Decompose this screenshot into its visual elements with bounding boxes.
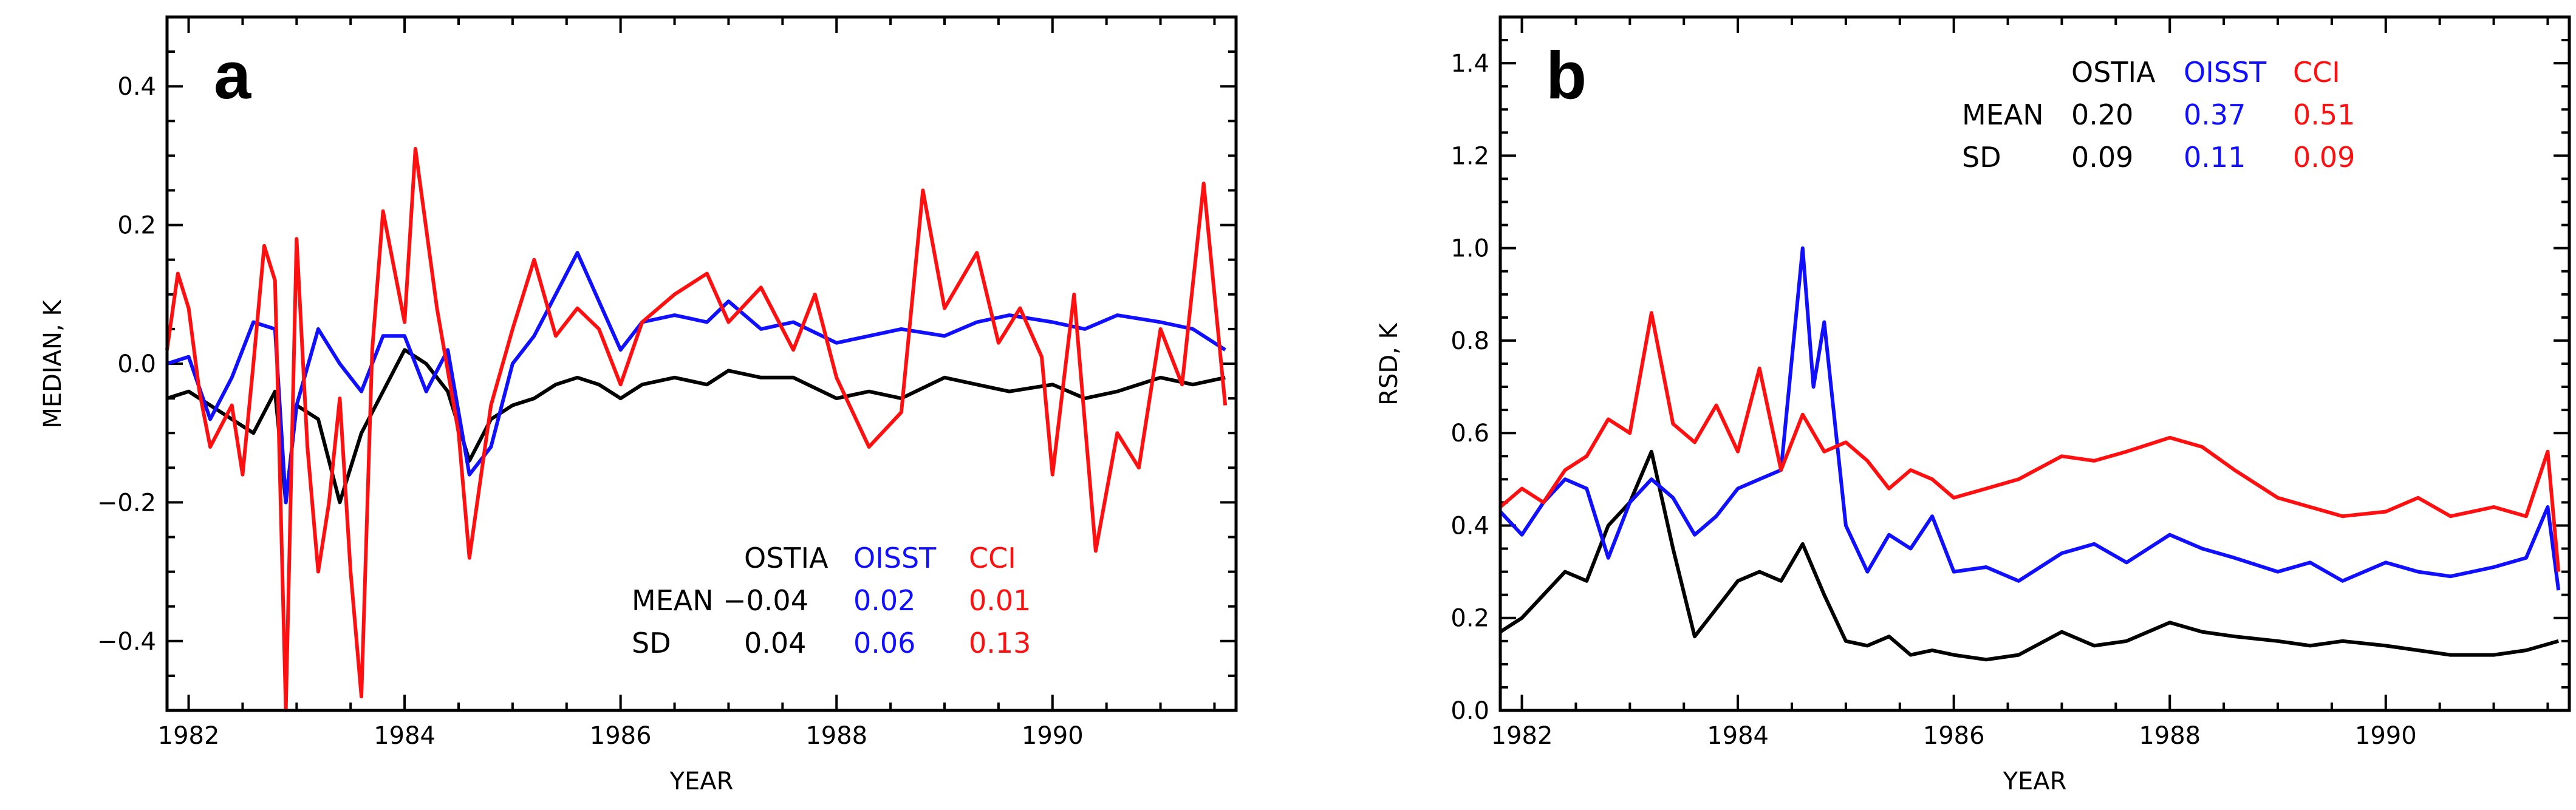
stats-header-oisst: OISST [2184, 56, 2267, 89]
x-tick-label: 1986 [590, 722, 652, 750]
stats-sd-label: SD [632, 627, 671, 659]
series-line-ostia [1499, 449, 2560, 662]
stats-mean-ostia: −0.04 [723, 584, 808, 617]
stats-sd-oisst: 0.06 [853, 627, 915, 659]
stats-header-cci: CCI [969, 542, 1016, 574]
stats-mean-oisst: 0.02 [853, 584, 915, 617]
y-tick-label: 1.0 [1450, 235, 1489, 263]
stats-mean-ostia: 0.20 [2071, 98, 2133, 131]
x-tick-label: 1984 [374, 722, 436, 750]
panel-b-letter: b [1546, 38, 1587, 113]
stats-mean-cci: 0.01 [969, 584, 1031, 617]
panel-b-axes: 1982 1984 1986 1988 1990 0.0 0.2 0.4 0.6 0.8 1.0 1.… [1450, 16, 2569, 750]
x-tick-label: 1990 [2355, 722, 2417, 750]
x-tick-label: 1988 [2139, 722, 2201, 750]
stats-sd-ostia: 0.09 [2071, 141, 2133, 174]
panel-b: 1982 1984 1986 1988 1990 0.0 0.2 0.4 0.6 0.8 1.0 1.… [1375, 15, 2571, 795]
panel-a-ylabel: MEDIAN, K [39, 299, 67, 429]
x-tick-label: 1982 [158, 722, 220, 750]
stats-mean-cci: 0.51 [2293, 98, 2355, 131]
panel-a-frame [165, 15, 1238, 712]
series-line-oisst [166, 251, 1226, 505]
panel-a-letter: a [214, 38, 251, 113]
y-tick-label: 0.8 [1450, 327, 1489, 355]
y-tick-label: 0.4 [117, 73, 156, 101]
panel-a-series [165, 147, 1228, 712]
stats-sd-cci: 0.13 [969, 627, 1031, 659]
series-line-cci [1499, 311, 2561, 572]
panel-a-stats: OSTIA OISST CCI MEAN −0.04 0.02 0.01 SD … [632, 542, 1031, 659]
y-tick-label: 1.4 [1450, 50, 1489, 78]
x-tick-label: 1986 [1923, 722, 1985, 750]
panel-a-axes: 1982 1984 1986 1988 1990 −0.4 −0.2 0.0 0.2 0.4 [97, 16, 1236, 750]
y-tick-label: 0.6 [1450, 420, 1489, 448]
stats-header-ostia: OSTIA [2071, 56, 2156, 89]
y-tick-label: 0.2 [1450, 605, 1489, 633]
stats-header-ostia: OSTIA [744, 542, 828, 574]
stats-header-oisst: OISST [853, 542, 937, 574]
y-tick-label: 0.4 [1450, 512, 1489, 540]
y-tick-label: 0.2 [117, 212, 156, 240]
stats-mean-oisst: 0.37 [2184, 98, 2246, 131]
x-tick-label: 1984 [1707, 722, 1769, 750]
y-tick-label: 1.2 [1450, 142, 1489, 170]
stats-sd-cci: 0.09 [2293, 141, 2355, 174]
stats-sd-ostia: 0.04 [744, 627, 806, 659]
x-tick-label: 1988 [805, 722, 867, 750]
y-tick-label: 0.0 [1450, 697, 1489, 725]
y-tick-label: −0.4 [97, 628, 156, 656]
series-line-oisst [1498, 246, 2561, 591]
panel-b-xlabel: YEAR [2003, 767, 2067, 795]
y-tick-label: −0.2 [97, 489, 156, 517]
series-line-cci [165, 147, 1228, 712]
stats-header-cci: CCI [2293, 56, 2340, 89]
stats-mean-label: MEAN [1962, 98, 2044, 131]
y-tick-label: 0.0 [117, 350, 156, 378]
x-tick-label: 1990 [1022, 722, 1084, 750]
panel-a: 1982 1984 1986 1988 1990−0.4−0.20.00.20.4 a … [39, 15, 1238, 795]
panel-b-series [1498, 246, 2561, 662]
stats-sd-oisst: 0.11 [2184, 141, 2246, 174]
stats-mean-label: MEAN [632, 584, 714, 617]
x-tick-label: 1982 [1491, 722, 1553, 750]
panel-b-stats: OSTIA OISST CCI MEAN 0.20 0.37 0.51 SD 0… [1962, 56, 2355, 174]
panel-b-ylabel: RSD, K [1375, 322, 1403, 405]
panel-b-frame [1498, 15, 2571, 712]
stats-sd-label: SD [1962, 141, 2001, 174]
panel-a-xlabel: YEAR [669, 767, 734, 795]
